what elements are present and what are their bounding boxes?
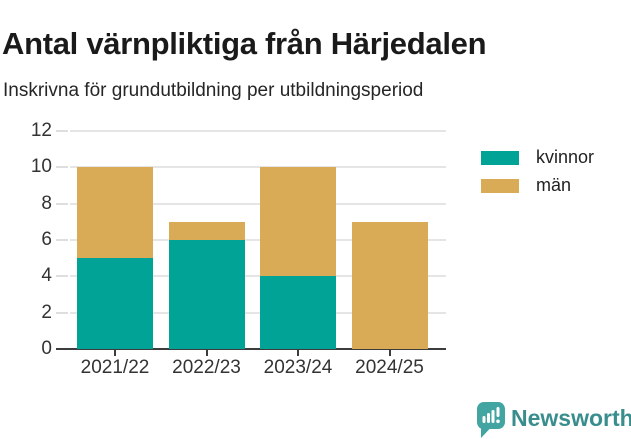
bar-segment-män-2024/25 bbox=[351, 221, 428, 349]
y-axis-tick-label: 0 bbox=[41, 338, 52, 359]
legend-item-man: män bbox=[481, 175, 594, 195]
bar-segment-kvinnor-2022/23 bbox=[168, 240, 245, 349]
y-axis-tick-label: 12 bbox=[30, 120, 52, 141]
legend-label-man: män bbox=[536, 175, 572, 195]
legend-swatch-kvinnor bbox=[481, 150, 519, 165]
x-axis-tick-label: 2022/23 bbox=[172, 357, 241, 378]
bar-segment-män-2023/24 bbox=[260, 167, 336, 277]
gridline bbox=[70, 130, 446, 132]
x-axis-tick-label: 2023/24 bbox=[263, 357, 333, 378]
y-axis-tick-label: 6 bbox=[41, 229, 52, 250]
gridline bbox=[70, 202, 446, 205]
speech-bubble-bar-chart-icon bbox=[477, 402, 505, 438]
bar-segment-män-2022/23 bbox=[168, 221, 245, 240]
y-axis-tick-label: 4 bbox=[41, 265, 52, 287]
x-axis-tick bbox=[205, 350, 208, 356]
bar-segment-män-2021/22 bbox=[77, 167, 153, 259]
bar-segment-kvinnor-2021/22 bbox=[77, 258, 153, 349]
newsworthy-logo: Newsworthy bbox=[477, 402, 631, 438]
y-axis-tick bbox=[56, 275, 68, 278]
legend-swatch-man bbox=[481, 178, 519, 193]
gridline bbox=[70, 166, 446, 169]
chart-subtitle: Inskrivna för grundutbildning per utbild… bbox=[3, 80, 424, 101]
gridline bbox=[70, 311, 446, 314]
y-axis-tick-label: 10 bbox=[30, 156, 52, 178]
y-axis-tick bbox=[56, 311, 68, 314]
y-axis-tick bbox=[56, 130, 68, 132]
x-axis-line bbox=[56, 348, 446, 350]
legend-label-kvinnor: kvinnor bbox=[536, 147, 595, 167]
bar-segment-kvinnor-2023/24 bbox=[260, 276, 336, 349]
y-axis-tick bbox=[56, 202, 68, 205]
x-axis-tick bbox=[114, 350, 116, 356]
chart-title: Antal värnpliktiga från Härjedalen bbox=[2, 25, 487, 61]
x-axis-tick-label: 2024/25 bbox=[355, 357, 424, 378]
legend-item-kvinnor: kvinnor bbox=[481, 147, 595, 167]
x-axis-tick bbox=[297, 350, 299, 356]
y-axis-tick-label: 2 bbox=[41, 301, 52, 323]
gridline bbox=[70, 275, 446, 278]
y-axis-tick bbox=[56, 166, 68, 169]
y-axis-tick-label: 8 bbox=[41, 192, 52, 214]
y-axis-tick bbox=[56, 239, 68, 241]
legend: kvinnor män bbox=[481, 147, 595, 206]
plot-area: 2021/22 2022/23 2023/24 2024/25 bbox=[56, 130, 446, 378]
x-axis-tick bbox=[388, 350, 391, 356]
logo-wordmark: Newsworthy bbox=[511, 405, 631, 431]
gridline bbox=[70, 239, 446, 241]
x-axis-tick-label: 2021/22 bbox=[80, 357, 150, 378]
